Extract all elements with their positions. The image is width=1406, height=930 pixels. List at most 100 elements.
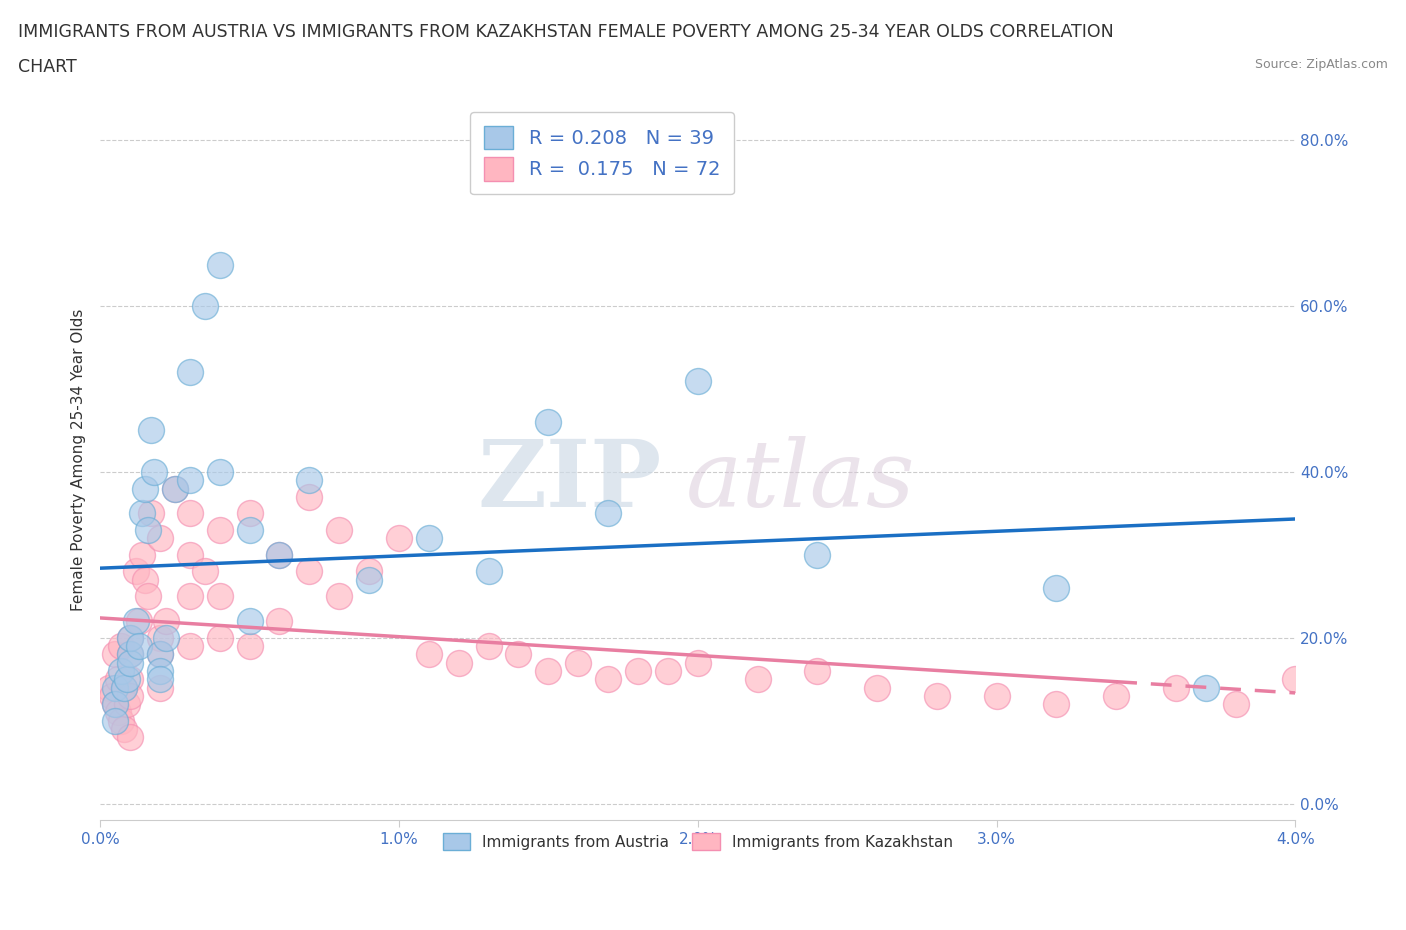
Point [1225, 697, 1247, 711]
Point [359, 564, 381, 578]
Point [149, 680, 172, 695]
Point [686, 373, 709, 388]
Point [388, 531, 411, 546]
Text: IMMIGRANTS FROM AUSTRIA VS IMMIGRANTS FROM KAZAKHSTAN FEMALE POVERTY AMONG 25-34: IMMIGRANTS FROM AUSTRIA VS IMMIGRANTS FR… [18, 23, 1114, 41]
Point [128, 614, 150, 629]
Point [115, 697, 138, 711]
Point [134, 481, 156, 496]
Point [118, 647, 141, 662]
Point [110, 664, 132, 679]
Point [110, 639, 132, 654]
Point [118, 688, 141, 703]
Point [136, 523, 159, 538]
Point [118, 647, 141, 662]
Point [104, 713, 127, 728]
Point [598, 671, 620, 686]
Point [112, 722, 135, 737]
Point [112, 680, 135, 695]
Point [806, 548, 828, 563]
Point [298, 472, 321, 487]
Point [1195, 680, 1218, 695]
Point [328, 523, 350, 538]
Point [269, 548, 291, 563]
Point [986, 688, 1008, 703]
Point [447, 656, 470, 671]
Point [418, 531, 440, 546]
Point [298, 489, 321, 504]
Point [139, 423, 162, 438]
Point [149, 647, 172, 662]
Point [149, 664, 172, 679]
Point [110, 713, 132, 728]
Point [136, 589, 159, 604]
Point [104, 697, 127, 711]
Point [118, 631, 141, 645]
Point [179, 506, 201, 521]
Point [163, 481, 186, 496]
Point [269, 548, 291, 563]
Point [149, 647, 172, 662]
Point [179, 365, 201, 379]
Point [359, 572, 381, 587]
Point [1045, 580, 1067, 595]
Point [806, 664, 828, 679]
Point [1284, 671, 1306, 686]
Point [238, 614, 260, 629]
Point [163, 481, 186, 496]
Point [208, 589, 231, 604]
Text: atlas: atlas [686, 436, 915, 526]
Point [98, 680, 121, 695]
Point [179, 548, 201, 563]
Point [598, 506, 620, 521]
Point [208, 257, 231, 272]
Point [1105, 688, 1128, 703]
Point [107, 705, 129, 720]
Point [1045, 697, 1067, 711]
Point [101, 688, 124, 703]
Point [925, 688, 948, 703]
Point [179, 472, 201, 487]
Point [1403, 697, 1406, 711]
Text: Source: ZipAtlas.com: Source: ZipAtlas.com [1254, 58, 1388, 71]
Point [134, 572, 156, 587]
Point [179, 639, 201, 654]
Point [194, 299, 217, 313]
Point [418, 647, 440, 662]
Point [118, 671, 141, 686]
Y-axis label: Female Poverty Among 25-34 Year Olds: Female Poverty Among 25-34 Year Olds [72, 309, 86, 611]
Point [238, 523, 260, 538]
Point [131, 548, 153, 563]
Point [149, 631, 172, 645]
Point [238, 506, 260, 521]
Point [107, 671, 129, 686]
Point [104, 647, 127, 662]
Point [131, 506, 153, 521]
Point [208, 631, 231, 645]
Point [112, 680, 135, 695]
Text: CHART: CHART [18, 58, 77, 75]
Point [155, 614, 177, 629]
Point [478, 564, 501, 578]
Point [139, 506, 162, 521]
Legend: Immigrants from Austria, Immigrants from Kazakhstan: Immigrants from Austria, Immigrants from… [433, 824, 962, 859]
Point [179, 589, 201, 604]
Point [115, 671, 138, 686]
Point [657, 664, 679, 679]
Point [155, 631, 177, 645]
Point [537, 415, 560, 430]
Point [298, 564, 321, 578]
Point [149, 671, 172, 686]
Text: ZIP: ZIP [478, 436, 662, 526]
Point [627, 664, 650, 679]
Point [1344, 680, 1367, 695]
Point [686, 656, 709, 671]
Point [128, 639, 150, 654]
Point [194, 564, 217, 578]
Point [208, 523, 231, 538]
Point [118, 631, 141, 645]
Point [567, 656, 589, 671]
Point [104, 680, 127, 695]
Point [1164, 680, 1187, 695]
Point [478, 639, 501, 654]
Point [125, 614, 148, 629]
